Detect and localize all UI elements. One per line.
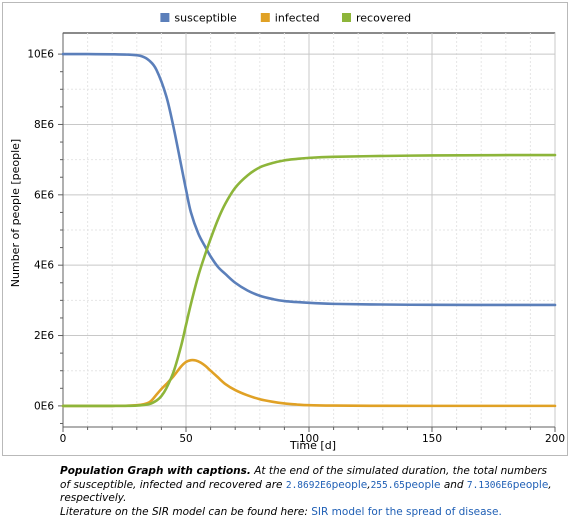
caption: Population Graph with captions. At the e… <box>60 465 560 519</box>
series-line-recovered <box>61 153 557 408</box>
legend-swatch <box>160 13 170 22</box>
infected-value: 255.65 <box>370 479 405 491</box>
recovered-value: 7.1306E6 <box>466 479 513 491</box>
susceptible-value: 2.8692E6 <box>285 479 332 491</box>
x-tick-label: 200 <box>545 433 565 445</box>
literature-text: Literature on the SIR model can be found… <box>60 505 312 518</box>
caption-text: At the end of the simulated duration, th… <box>60 465 548 491</box>
x-tick-label: 100 <box>299 433 319 445</box>
recovered-unit: people <box>512 478 549 491</box>
x-tick-label: 150 <box>422 433 442 445</box>
series-lines <box>61 52 557 408</box>
y-tick-label: 6E6 <box>34 189 54 201</box>
y-axis-label: Number of people [people] <box>9 139 22 287</box>
y-tick-label: 2E6 <box>34 330 54 342</box>
legend-swatch <box>260 13 270 22</box>
caption-end: , respectively. <box>60 478 552 505</box>
susceptible-unit: people <box>331 478 368 491</box>
y-tick-label: 10E6 <box>27 49 54 61</box>
x-tick-label: 50 <box>179 433 192 445</box>
legend-item-recovered: recovered <box>342 12 411 25</box>
legend: susceptible infected recovered <box>160 12 411 25</box>
caption-and: and <box>440 478 467 491</box>
x-tick-label: 0 <box>60 433 67 445</box>
sir-model-link[interactable]: SIR model for the spread of disease. <box>311 505 502 518</box>
y-tick-label: 0E6 <box>34 400 54 412</box>
chart-panel: susceptible infected recovered 0 50 100 150 20… <box>2 2 568 456</box>
legend-label: recovered <box>356 12 411 25</box>
legend-item-susceptible: susceptible <box>160 12 237 25</box>
y-tick-label: 8E6 <box>34 119 54 131</box>
sir-chart: susceptible infected recovered 0 50 100 150 20… <box>9 12 565 453</box>
caption-summary: Population Graph with captions. At the e… <box>60 465 560 506</box>
axes: 0 50 100 150 200 0E6 2E6 4E6 6E6 8E6 10E6 <box>27 33 565 445</box>
legend-label: infected <box>275 12 320 25</box>
infected-unit: people <box>404 478 441 491</box>
x-axis-label: Time [d] <box>289 439 336 452</box>
caption-separator: , <box>367 478 371 491</box>
series-line-susceptible <box>61 52 557 307</box>
y-tick-label: 4E6 <box>34 260 54 272</box>
legend-label: susceptible <box>174 12 237 25</box>
legend-item-infected: infected <box>260 12 320 25</box>
caption-lead: Population Graph with captions. <box>60 465 251 477</box>
series-line-infected <box>61 358 557 408</box>
caption-literature: Literature on the SIR model can be found… <box>60 506 560 520</box>
legend-swatch <box>342 13 351 22</box>
